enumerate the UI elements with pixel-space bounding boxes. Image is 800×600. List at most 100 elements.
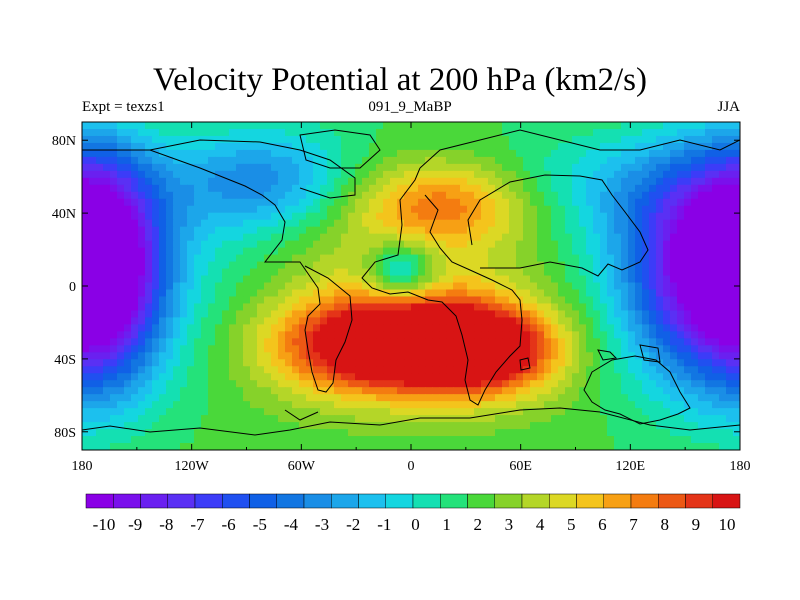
- field-cell: [495, 338, 503, 346]
- field-cell: [481, 296, 489, 305]
- field-cell: [677, 408, 685, 416]
- field-cell: [467, 198, 475, 207]
- field-cell: [642, 142, 650, 151]
- field-cell: [110, 310, 118, 319]
- field-cell: [453, 331, 461, 339]
- field-cell: [705, 303, 713, 312]
- field-cell: [733, 163, 740, 172]
- field-cell: [411, 226, 419, 235]
- field-cell: [320, 380, 328, 388]
- field-cell: [397, 394, 405, 402]
- field-cell: [257, 429, 265, 437]
- field-cell: [439, 352, 447, 360]
- field-cell: [698, 401, 706, 409]
- field-cell: [523, 310, 531, 319]
- field-cell: [425, 135, 433, 144]
- field-cell: [369, 198, 377, 207]
- field-cell: [586, 240, 594, 249]
- field-cell: [509, 415, 517, 423]
- field-cell: [586, 233, 594, 242]
- field-cell: [670, 338, 678, 346]
- field-cell: [313, 359, 321, 367]
- field-cell: [649, 352, 657, 360]
- field-cell: [663, 373, 671, 381]
- field-cell: [362, 359, 370, 367]
- field-cell: [670, 275, 678, 284]
- field-cell: [404, 429, 412, 437]
- field-cell: [208, 226, 216, 235]
- field-cell: [159, 366, 167, 374]
- field-cell: [495, 226, 503, 235]
- field-cell: [733, 177, 740, 186]
- field-cell: [362, 198, 370, 207]
- field-cell: [194, 219, 202, 228]
- field-cell: [201, 275, 209, 284]
- field-cell: [460, 422, 468, 430]
- field-cell: [593, 135, 601, 144]
- field-cell: [82, 247, 90, 256]
- field-cell: [453, 443, 461, 450]
- field-cell: [565, 163, 573, 172]
- field-cell: [460, 436, 468, 444]
- field-cell: [187, 198, 195, 207]
- field-cell: [726, 184, 734, 193]
- field-cell: [404, 345, 412, 353]
- field-cell: [306, 282, 314, 291]
- field-cell: [152, 443, 160, 450]
- field-cell: [453, 289, 461, 298]
- field-cell: [236, 387, 244, 395]
- field-cell: [705, 394, 713, 402]
- field-cell: [397, 366, 405, 374]
- field-cell: [306, 205, 314, 214]
- field-cell: [152, 191, 160, 200]
- field-cell: [278, 170, 286, 179]
- field-cell: [460, 219, 468, 228]
- field-cell: [572, 387, 580, 395]
- field-cell: [110, 156, 118, 165]
- field-cell: [187, 247, 195, 256]
- field-cell: [278, 289, 286, 298]
- coastline-greenland: [299, 129, 381, 169]
- field-cell: [551, 352, 559, 360]
- field-cell: [320, 122, 328, 130]
- field-cell: [502, 415, 510, 423]
- field-cell: [145, 317, 153, 325]
- field-cell: [229, 366, 237, 374]
- field-cell: [649, 422, 657, 430]
- field-cell: [306, 184, 314, 193]
- field-cell: [327, 170, 335, 179]
- field-cell: [383, 380, 391, 388]
- field-cell: [502, 191, 510, 200]
- field-cell: [635, 331, 643, 339]
- field-cell: [383, 401, 391, 409]
- field-cell: [292, 338, 300, 346]
- field-cell: [124, 233, 132, 242]
- field-cell: [383, 198, 391, 207]
- field-cell: [460, 380, 468, 388]
- field-cell: [292, 142, 300, 151]
- field-cell: [684, 261, 692, 270]
- field-cell: [677, 240, 685, 249]
- field-cell: [89, 149, 97, 158]
- field-cell: [719, 163, 727, 172]
- field-cell: [656, 149, 664, 158]
- field-cell: [215, 282, 223, 291]
- field-cell: [299, 122, 307, 130]
- field-cell: [390, 240, 398, 249]
- field-cell: [481, 324, 489, 332]
- field-cell: [194, 338, 202, 346]
- field-cell: [390, 359, 398, 367]
- colorbar-swatch: [85, 493, 114, 509]
- field-cell: [719, 205, 727, 214]
- field-cell: [313, 212, 321, 221]
- field-cell: [369, 205, 377, 214]
- field-cell: [320, 366, 328, 374]
- field-cell: [222, 198, 230, 207]
- field-cell: [348, 415, 356, 423]
- field-cell: [82, 219, 90, 228]
- field-cell: [621, 408, 629, 416]
- field-cell: [341, 177, 349, 186]
- field-cell: [159, 345, 167, 353]
- field-cell: [264, 296, 272, 305]
- field-cell: [628, 233, 636, 242]
